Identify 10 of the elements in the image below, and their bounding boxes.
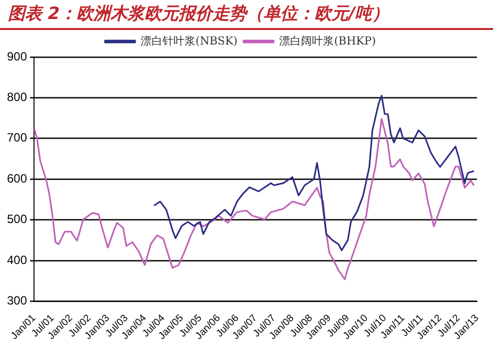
- y-tick-label: 700: [6, 130, 28, 145]
- chart-title: 图表 2：欧洲木浆欧元报价走势（单位：欧元/吨）: [0, 0, 493, 30]
- y-tick-label: 400: [6, 252, 28, 267]
- y-tick-label: 300: [6, 294, 28, 308]
- legend-label: 漂白阔叶浆(BHKP): [279, 34, 376, 48]
- y-tick-label: 500: [6, 212, 28, 226]
- y-tick-label: 600: [6, 171, 28, 186]
- y-tick-label: 900: [6, 49, 28, 64]
- legend-label: 漂白针叶浆(NBSK): [140, 34, 238, 48]
- y-tick-label: 800: [6, 90, 28, 104]
